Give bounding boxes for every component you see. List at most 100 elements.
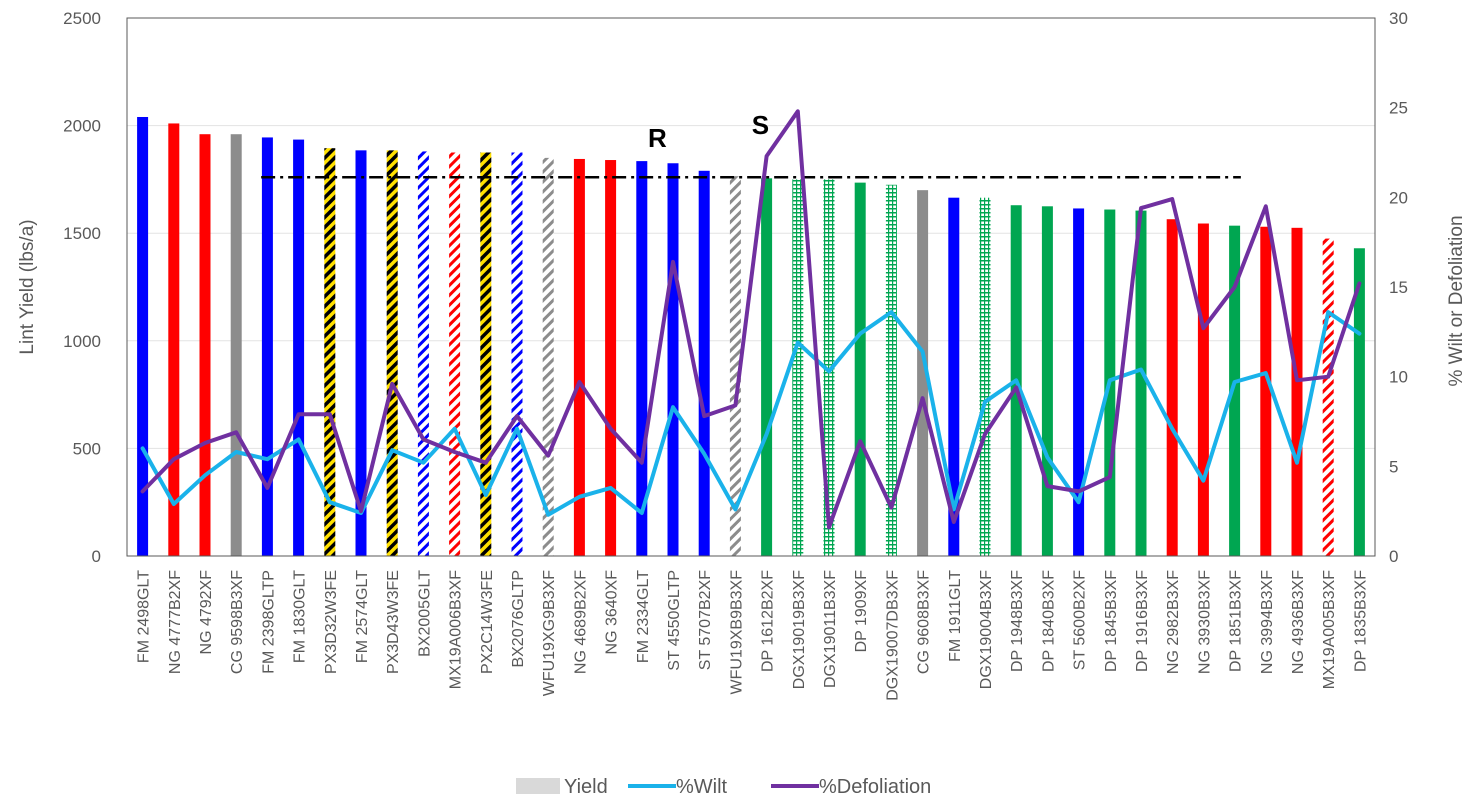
category-label: CG 9608B3XF	[916, 570, 933, 674]
category-label: NG 4936B3XF	[1290, 570, 1307, 674]
category-label: NG 4792XF	[198, 570, 215, 655]
bar-dp-1851b3xf[interactable]	[1229, 225, 1241, 556]
bar-st-5600b2xf[interactable]	[1073, 208, 1085, 556]
y-axis-title: Lint Yield (lbs/a)	[17, 219, 38, 354]
category-label: DP 1851B3XF	[1228, 570, 1245, 672]
bar-st-4550gltp[interactable]	[667, 163, 679, 556]
bar-px3d43w3fe[interactable]	[386, 150, 398, 556]
right-tick-label: 0	[1389, 547, 1398, 566]
plot-frame	[126, 17, 1376, 557]
category-label: DGX19011B3XF	[822, 570, 839, 688]
bar-fm-1911glt[interactable]	[948, 197, 960, 556]
bar-fm-2498glt[interactable]	[137, 116, 149, 556]
bar-px3d32w3fe[interactable]	[324, 148, 336, 557]
category-label: DP 1845B3XF	[1103, 570, 1120, 672]
bar-bx2076gltp[interactable]	[511, 152, 523, 557]
category-label: BX2005GLT	[416, 570, 433, 657]
category-label: NG 2982B3XF	[1165, 570, 1182, 674]
category-labels: FM 2498GLT NG 4777B2XF NG 4792XF CG 9598B3X…	[136, 570, 1370, 701]
bar-ng-4777b2xf[interactable]	[168, 123, 180, 556]
category-label: DGX19019B3XF	[791, 570, 808, 689]
annotation-s: S	[752, 110, 769, 140]
bar-dgx19011b3xf[interactable]	[823, 179, 835, 556]
bar-bx2005glt[interactable]	[417, 151, 429, 556]
category-label: PX2C14W3FE	[479, 570, 496, 674]
category-label: FM 1911GLT	[947, 570, 964, 662]
bar-dp-1612b2xf[interactable]	[761, 178, 773, 556]
bar-ng-4689b2xf[interactable]	[573, 158, 585, 556]
legend-label: %Defoliation	[819, 776, 931, 798]
bar-ng-2982b3xf[interactable]	[1166, 219, 1178, 556]
category-label: NG 3994B3XF	[1259, 570, 1276, 674]
defoliation-line	[140, 109, 1362, 530]
category-label: NG 4777B2XF	[167, 570, 184, 674]
category-label: DP 1612B2XF	[760, 570, 777, 672]
left-tick-label: 2000	[63, 117, 101, 136]
y2-axis-title: % Wilt or Defoliation	[1446, 215, 1467, 386]
bar-cg-9598b3xf[interactable]	[230, 134, 242, 556]
category-label: DP 1916B3XF	[1134, 570, 1151, 672]
left-axis-ticks: 0 500 1000 1500 2000 2500	[63, 9, 101, 566]
bar-px2c14w3fe[interactable]	[480, 152, 492, 557]
category-label: BX2076GLTP	[510, 570, 527, 668]
right-axis-ticks: 0 5 10 15 20 25 30	[1389, 9, 1408, 566]
bar-wfu19xg9b3xf[interactable]	[542, 157, 554, 556]
bar-mx19a005b3xf[interactable]	[1322, 238, 1334, 556]
right-tick-label: 20	[1389, 188, 1408, 207]
bar-fm-1830glt[interactable]	[293, 139, 305, 556]
bar-st-5707b2xf[interactable]	[698, 170, 710, 557]
legend-swatch-yield	[516, 778, 560, 794]
bar-fm-2574glt[interactable]	[355, 150, 367, 556]
bar-dgx19004b3xf[interactable]	[979, 197, 991, 556]
category-label: FM 2398GLTP	[260, 570, 277, 674]
category-label: WFU19XB9B3XF	[728, 570, 745, 695]
bar-ng-4936b3xf[interactable]	[1291, 227, 1303, 556]
legend-label: Yield	[564, 776, 608, 798]
category-label: ST 5600B2XF	[1072, 570, 1089, 670]
category-label: FM 2498GLT	[136, 570, 153, 663]
category-label: MX19A005B3XF	[1321, 570, 1338, 689]
left-tick-label: 1000	[63, 332, 101, 351]
bar-wfu19xb9b3xf[interactable]	[729, 176, 741, 556]
bar-ng-3640xf[interactable]	[605, 160, 617, 557]
category-label: MX19A006B3XF	[448, 570, 465, 689]
category-label: ST 4550GLTP	[666, 570, 683, 671]
category-label: DP 1835B3XF	[1352, 570, 1369, 672]
left-tick-label: 500	[73, 439, 101, 458]
right-tick-label: 30	[1389, 9, 1408, 28]
left-tick-label: 2500	[63, 9, 101, 28]
right-tick-label: 15	[1389, 278, 1408, 297]
category-label: NG 3930B3XF	[1196, 570, 1213, 674]
right-tick-label: 10	[1389, 368, 1408, 387]
bar-cg-9608b3xf[interactable]	[917, 190, 929, 556]
category-label: PX3D43W3FE	[385, 570, 402, 674]
annotation-r: R	[648, 123, 667, 153]
left-tick-label: 1500	[63, 224, 101, 243]
bar-dp-1835b3xf[interactable]	[1353, 248, 1365, 556]
bar-mx19a006b3xf[interactable]	[449, 152, 461, 557]
bar-ng-3930b3xf[interactable]	[1197, 223, 1209, 557]
category-label: PX3D32W3FE	[323, 570, 340, 674]
bar-dp-1840b3xf[interactable]	[1041, 206, 1053, 557]
bar-fm-2398gltp[interactable]	[261, 137, 273, 556]
right-tick-label: 5	[1389, 457, 1398, 476]
bar-dgx19019b3xf[interactable]	[792, 179, 804, 556]
category-label: DP 1948B3XF	[1009, 570, 1026, 672]
legend: Yield %Wilt %Defoliation	[516, 776, 931, 798]
gridlines	[127, 17, 1375, 449]
bar-ng-3994b3xf[interactable]	[1260, 226, 1272, 556]
bar-dgx19007db3xf[interactable]	[885, 184, 897, 556]
wilt-line	[140, 310, 1362, 517]
category-label: FM 2334GLT	[635, 570, 652, 663]
category-label: DGX19007DB3XF	[884, 570, 901, 701]
left-tick-label: 0	[92, 547, 101, 566]
bar-ng-4792xf[interactable]	[199, 134, 211, 556]
bar-dp-1909xf[interactable]	[854, 182, 866, 557]
bar-dp-1916b3xf[interactable]	[1135, 210, 1147, 556]
category-label: DP 1840B3XF	[1040, 570, 1057, 672]
category-label: DP 1909XF	[853, 570, 870, 653]
category-label: ST 5707B2XF	[697, 570, 714, 670]
bar-fm-2334glt[interactable]	[636, 161, 648, 556]
category-label: NG 3640XF	[604, 570, 621, 655]
